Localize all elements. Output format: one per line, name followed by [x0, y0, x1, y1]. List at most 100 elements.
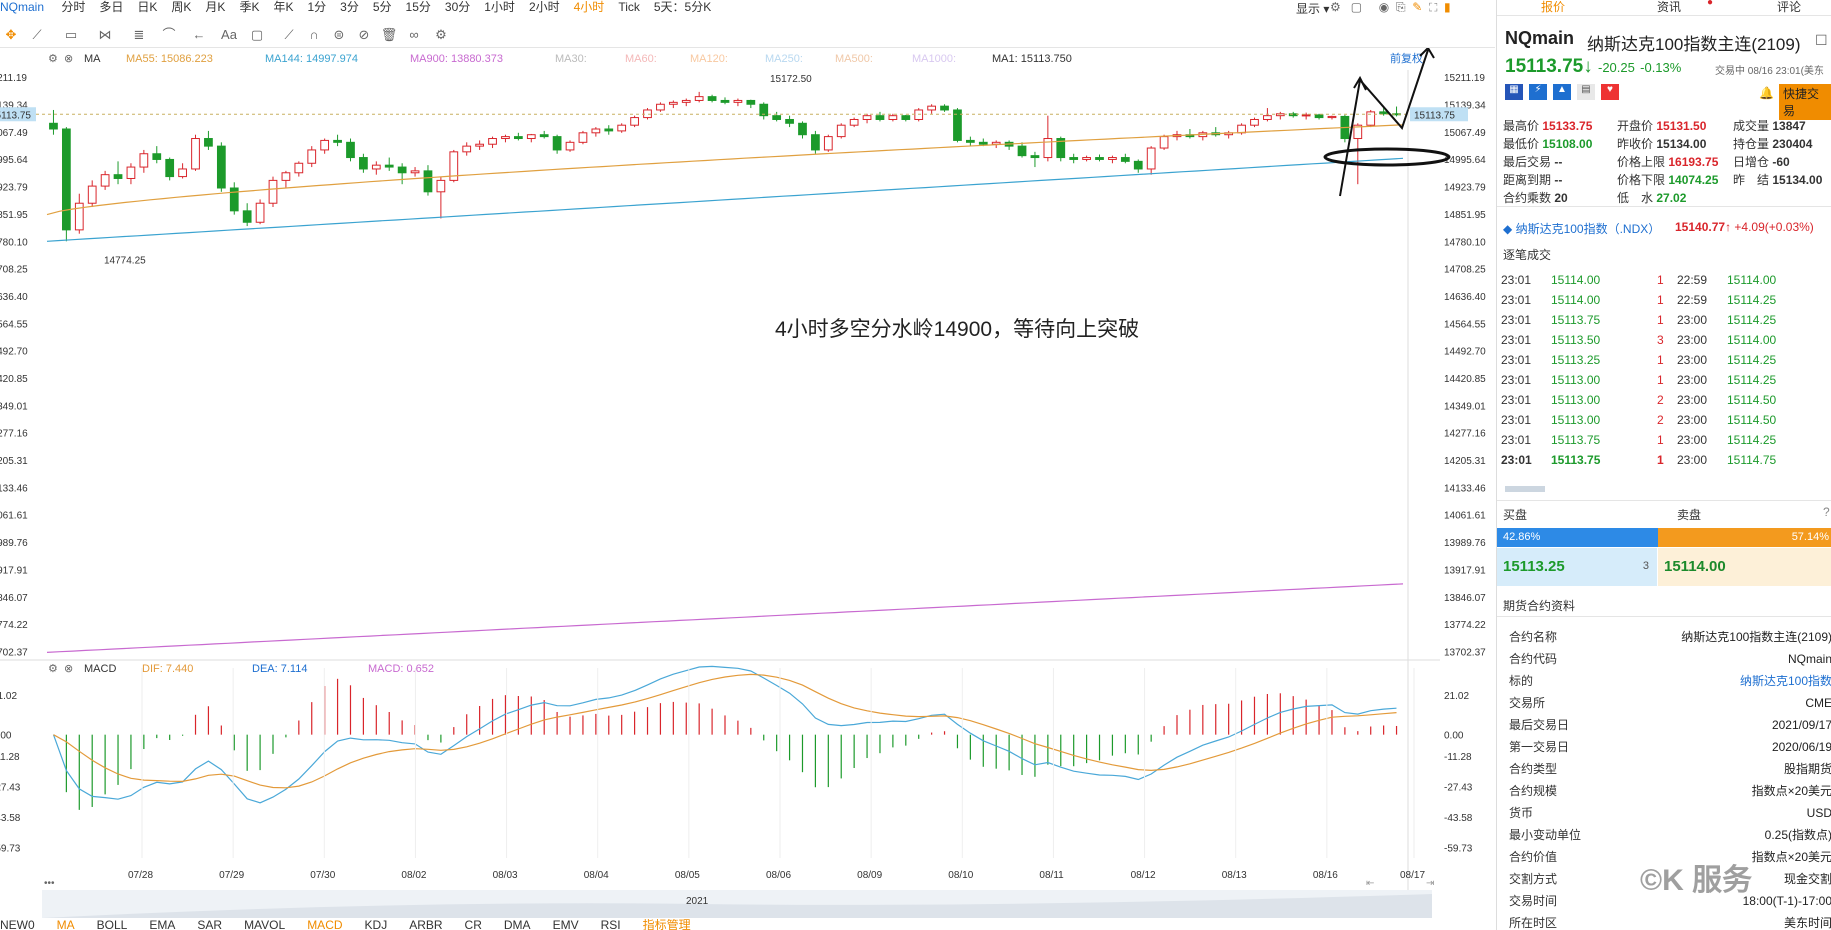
- x-tick: 08/05: [675, 870, 700, 881]
- x-tick: 08/06: [766, 870, 791, 881]
- period-8[interactable]: 3分: [340, 0, 359, 14]
- nav-right-icon: ⇥: [1426, 878, 1434, 889]
- period-11[interactable]: 30分: [444, 0, 471, 14]
- trade-cell: 15114.50: [1727, 393, 1777, 407]
- shape-tool-icon[interactable]: ⌒: [162, 27, 176, 42]
- channel-tool-icon[interactable]: ≣: [133, 27, 145, 42]
- indicator-tab-11[interactable]: EMV: [552, 919, 579, 930]
- fib-tool-icon[interactable]: ⋈: [98, 27, 112, 42]
- y-tick-right: 14564.55: [1444, 319, 1486, 330]
- indicator-tab-8[interactable]: ARBR: [409, 919, 443, 930]
- y-tick-left: 14205.31: [0, 456, 28, 467]
- period-1[interactable]: 多日: [99, 0, 124, 14]
- indicator-tab-13[interactable]: 指标管理: [642, 919, 691, 930]
- sidebar-icon[interactable]: ▮: [1444, 0, 1451, 14]
- chart-icon[interactable]: ▲: [1553, 84, 1571, 100]
- bid-box[interactable]: 15113.25 3: [1497, 548, 1657, 586]
- crosshair-icon[interactable]: ✥: [5, 27, 17, 42]
- indicator-tab-1[interactable]: MA: [56, 919, 75, 930]
- bell-icon[interactable]: 🔔: [1759, 86, 1774, 100]
- candle-body: [87, 185, 97, 204]
- x-tick: 07/30: [310, 870, 335, 881]
- help-icon[interactable]: ?: [1823, 505, 1830, 519]
- camera-icon[interactable]: ◉: [1378, 0, 1390, 14]
- delete-icon[interactable]: 🗑: [380, 27, 398, 42]
- line-tool-icon[interactable]: ⟋: [32, 27, 42, 42]
- layout-icon[interactable]: ▢: [1350, 0, 1363, 14]
- note-tool-icon[interactable]: ▢: [250, 27, 264, 42]
- tab-news[interactable]: 资讯: [1657, 0, 1682, 14]
- favorite-icon[interactable]: ☐: [1815, 32, 1828, 48]
- fullscreen-icon[interactable]: ⛶: [1428, 0, 1438, 14]
- up-arrow-icon: ↑: [1725, 220, 1732, 234]
- indicator-tab-12[interactable]: RSI: [600, 919, 621, 930]
- info-icon[interactable]: ⚡: [1529, 84, 1547, 100]
- rect-tool-icon[interactable]: ▭: [64, 27, 78, 42]
- lock-icon[interactable]: ⊜: [333, 27, 345, 42]
- display-menu[interactable]: 显示 ▾: [1296, 2, 1330, 16]
- indicator-tab-0[interactable]: NEW0: [0, 919, 35, 930]
- y-tick-right: 14133.46: [1444, 483, 1486, 494]
- indicator-tab-6[interactable]: MACD: [307, 919, 343, 930]
- period-10[interactable]: 15分: [405, 0, 431, 14]
- period-6[interactable]: 年K: [273, 0, 294, 14]
- index-row[interactable]: ◆ 纳斯达克100指数（.NDX）: [1503, 220, 1660, 237]
- trades-scrollbar[interactable]: [1505, 486, 1545, 492]
- period-7[interactable]: 1分: [307, 0, 327, 14]
- period-14[interactable]: 4小时: [573, 0, 605, 14]
- buy-label: 买盘: [1503, 508, 1528, 522]
- y-tick-left: 14492.70: [0, 347, 28, 358]
- candle-body: [178, 168, 187, 178]
- period-5[interactable]: 季K: [239, 0, 260, 14]
- pen-tool-icon[interactable]: ⟋: [284, 27, 294, 42]
- settings-icon[interactable]: ⚙: [435, 27, 447, 42]
- period-4[interactable]: 月K: [205, 0, 226, 14]
- period-13[interactable]: 2小时: [528, 0, 560, 14]
- indicator-tab-10[interactable]: DMA: [503, 919, 531, 930]
- candle-body: [100, 174, 110, 187]
- indicator-tab-7[interactable]: KDJ: [364, 919, 388, 930]
- share-icon[interactable]: ⎘: [1395, 0, 1406, 14]
- chart-svg[interactable]: ⚙ ⊗ MA MA55: 15086.223 MA144: 14997.974 MA900…: [0, 46, 1495, 920]
- y-tick-right: 15067.49: [1444, 128, 1486, 139]
- magnet-icon[interactable]: ∩: [309, 27, 319, 42]
- chart-area[interactable]: ⚙ ⊗ MA MA55: 15086.223 MA144: 14997.974 MA900…: [0, 46, 1495, 920]
- doc-icon[interactable]: ▤: [1577, 84, 1595, 100]
- pencil-icon[interactable]: ✎: [1412, 0, 1423, 14]
- contract-row: 标的 纳斯达克100指数: [1497, 670, 1831, 692]
- hide-icon[interactable]: ⊘: [358, 27, 370, 42]
- period-0[interactable]: 分时: [61, 0, 86, 14]
- symbol-label[interactable]: NQmain: [0, 0, 45, 14]
- trade-cell: 15114.25: [1727, 353, 1777, 367]
- text-tool-icon[interactable]: Aa: [221, 27, 237, 42]
- contract-value[interactable]: 纳斯达克100指数: [1739, 674, 1831, 688]
- period-3[interactable]: 周K: [171, 0, 192, 14]
- period-12[interactable]: 1小时: [484, 0, 515, 14]
- tab-quote[interactable]: 报价: [1541, 0, 1566, 14]
- indicator-tab-5[interactable]: MAVOL: [244, 919, 286, 930]
- indicator-tab-4[interactable]: SAR: [197, 919, 223, 930]
- tab-comment[interactable]: 评论: [1777, 0, 1802, 14]
- candle-body: [707, 96, 717, 101]
- ask-box[interactable]: 15114.00: [1658, 548, 1831, 586]
- period-2[interactable]: 日K: [137, 0, 158, 14]
- arrow-tool-icon[interactable]: ←: [192, 27, 206, 42]
- indicator-tab-3[interactable]: EMA: [149, 919, 176, 930]
- heart-icon[interactable]: ♥: [1601, 84, 1619, 100]
- indicator-tab-2[interactable]: BOLL: [96, 919, 128, 930]
- macd-close-icon: ⊗: [64, 663, 73, 675]
- low-label: 14774.25: [104, 255, 146, 266]
- candle-body: [1366, 111, 1376, 126]
- link-icon[interactable]: ∞: [409, 27, 419, 42]
- candle-body: [565, 141, 575, 151]
- indicator-tab-9[interactable]: CR: [464, 919, 482, 930]
- trade-row: 23:01 15113.50 3 23:00 15114.00: [1497, 330, 1831, 350]
- period-9[interactable]: 5分: [372, 0, 392, 14]
- period-15[interactable]: Tick: [618, 0, 640, 14]
- last-price-tag-left: 15113.75: [0, 110, 31, 121]
- quote-field: 开盘价 15131.50: [1617, 117, 1706, 134]
- gear-icon[interactable]: ⚙: [1330, 0, 1341, 14]
- fast-trade-button[interactable]: 快捷交易: [1779, 84, 1831, 120]
- candle-body: [1237, 124, 1246, 134]
- period-16[interactable]: 5天：5分K: [653, 0, 712, 14]
